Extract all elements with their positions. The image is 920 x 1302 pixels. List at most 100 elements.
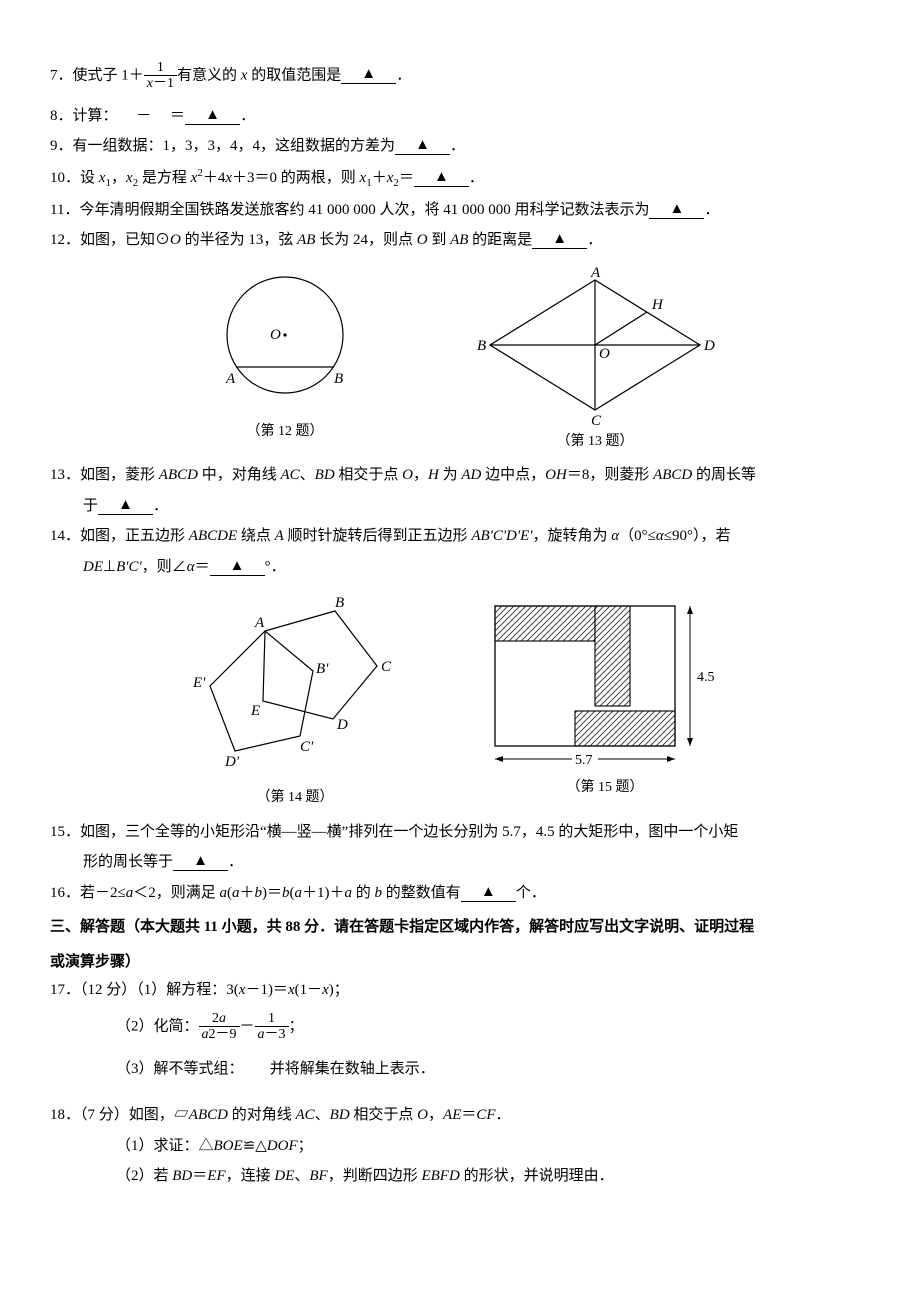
q8-t2: －: [136, 108, 151, 124]
q16-a4: a: [295, 885, 303, 901]
q18-BD: BD: [330, 1107, 350, 1123]
figure-12-svg: O A B: [200, 265, 370, 415]
q13-num: 13．: [50, 467, 80, 483]
q12-num: 12．: [50, 232, 80, 248]
q7-post: 的取值范围是: [247, 67, 341, 83]
q18-t2: 的对角线: [228, 1107, 296, 1123]
q18-p2b: ＝: [192, 1168, 207, 1184]
question-17: 17．（12 分）（1）解方程：3(x－1)＝x(1－x)；: [50, 976, 870, 1005]
q10-plus: ＋: [372, 170, 387, 186]
q17-f2da: a: [258, 1027, 265, 1042]
q8-blank: ▲: [185, 109, 240, 125]
q16-num: 16．: [50, 885, 80, 901]
q18-p2a: （2）若: [116, 1168, 172, 1184]
q11-blank: ▲: [649, 203, 704, 219]
q14-l2b: ⊥: [103, 559, 116, 575]
q17-x2: x: [288, 982, 295, 998]
question-12: 12．如图，已知⊙O 的半径为 13，弦 AB 长为 24，则点 O 到 AB …: [50, 226, 870, 255]
q8-t1: 计算：: [73, 108, 118, 124]
q18-num: 18．: [50, 1107, 80, 1123]
fig14-Cp: C': [300, 739, 314, 755]
q12-t2: 的半径为 13，弦: [181, 232, 297, 248]
q13-O: O: [402, 467, 413, 483]
q12-AB2: AB: [450, 232, 468, 248]
q10-t1: 设: [80, 170, 99, 186]
q17-f2db: －3: [265, 1027, 286, 1042]
q16-b3: b: [375, 885, 383, 901]
q18-t7: ．: [496, 1107, 511, 1123]
q18-p1a: （1）求证：△: [116, 1138, 214, 1154]
q10-eqc: x: [225, 170, 232, 186]
q7-frac: 1x－1: [144, 60, 177, 92]
q18-t3: 、: [315, 1107, 330, 1123]
figure-14-svg: A B C D E B' C' D' E': [185, 591, 405, 781]
q10-end: ．: [469, 170, 484, 186]
q14-blank: ▲: [210, 560, 265, 576]
question-17-3: （3）解不等式组： 并将解集在数轴上表示．: [50, 1055, 870, 1084]
q13-t7: 边中点，: [481, 467, 545, 483]
q18-EF: EF: [207, 1168, 225, 1184]
q13-end: ．: [153, 498, 168, 514]
question-7: 7．使式子 1＋1x－1有意义的 x 的取值范围是▲．: [50, 60, 870, 92]
q13-AD: AD: [461, 467, 481, 483]
q7-frac-den: x－1: [144, 76, 177, 91]
q9-num: 9．: [50, 138, 73, 154]
question-18: 18．（7 分）如图，▱ABCD 的对角线 AC、BD 相交于点 O，AE＝CF…: [50, 1101, 870, 1130]
q17-t4: )；: [329, 982, 349, 998]
figure-13-svg: A B C D O H: [470, 265, 720, 425]
question-8: 8．计算： － ＝▲．: [50, 102, 870, 131]
q14-alpha3: α: [187, 559, 195, 575]
fig15-h: 4.5: [697, 670, 715, 685]
q17-t2: －1)＝: [245, 982, 288, 998]
q18-O: O: [417, 1107, 428, 1123]
q13-cont: 于: [83, 498, 98, 514]
q14-P1: ABCDE: [189, 528, 237, 544]
question-11: 11．今年清明假期全国铁路发送旅客约 41 000 000 人次，将 41 00…: [50, 196, 870, 225]
q16-t7: ＋1)＋: [302, 885, 345, 901]
q13-t3: 、: [300, 467, 315, 483]
q17-p3b: 并将解集在数轴上表示．: [270, 1061, 435, 1077]
q17-f1nb: a: [219, 1011, 226, 1026]
q8-end: ．: [240, 108, 255, 124]
q14-t1: 如图，正五边形: [80, 528, 189, 544]
q15-cont: 形的周长等于: [83, 854, 173, 870]
question-13-line2: 于▲．: [50, 492, 870, 521]
q14-l2a: DE: [83, 559, 103, 575]
question-15: 15．如图，三个全等的小矩形沿“横—竖—横”排列在一个边长分别为 5.7，4.5…: [50, 818, 870, 847]
q11-text: 今年清明假期全国铁路发送旅客约 41 000 000 人次，将 41 000 0…: [79, 202, 649, 218]
q16-t8: 的: [352, 885, 375, 901]
q18-ABCD: ABCD: [189, 1107, 228, 1123]
q18-AE: AE: [443, 1107, 461, 1123]
q16-b2: b: [282, 885, 290, 901]
q17-minus: －: [240, 1018, 255, 1034]
q14-deg: °．: [265, 559, 286, 575]
q9-blank: ▲: [395, 139, 450, 155]
question-17-2: （2）化简：2aa2－9－1a－3；: [50, 1011, 870, 1043]
q15-blank: ▲: [173, 855, 228, 871]
q16-t5: )＝: [262, 885, 282, 901]
fig13-A: A: [590, 265, 601, 281]
q13-AC: AC: [280, 467, 299, 483]
q8-num: 8．: [50, 108, 73, 124]
q12-AB: AB: [297, 232, 315, 248]
q17-f1dc: －9: [216, 1027, 237, 1042]
q16-a5: a: [345, 885, 353, 901]
q14-l2d: ，则∠: [142, 559, 187, 575]
q18-p1c: ；: [298, 1138, 313, 1154]
q17-pts: （12 分）（1）解方程：3(: [80, 982, 239, 998]
q17-p3: （3）解不等式组：: [116, 1061, 244, 1077]
question-14-line2: DE⊥B'C'，则∠α＝▲°．: [50, 553, 870, 582]
q18-CF: CF: [476, 1107, 495, 1123]
q18-BF: BF: [309, 1168, 327, 1184]
q7-blank: ▲: [341, 68, 396, 84]
q18-EBFD: EBFD: [421, 1168, 459, 1184]
q15-end: ．: [228, 854, 243, 870]
q12-t1: 如图，已知⊙: [80, 232, 170, 248]
fig12-A: A: [225, 371, 236, 387]
q18-AC: AC: [295, 1107, 314, 1123]
q16-unit: 个．: [516, 885, 546, 901]
figures-row-12-13: O A B （第 12 题） A B C D O H （第 13 题）: [50, 265, 870, 456]
q12-O2: O: [417, 232, 428, 248]
section-3-heading-2: 或演算步骤）: [50, 948, 870, 977]
q7-frac-den-m1: －1: [153, 76, 174, 91]
